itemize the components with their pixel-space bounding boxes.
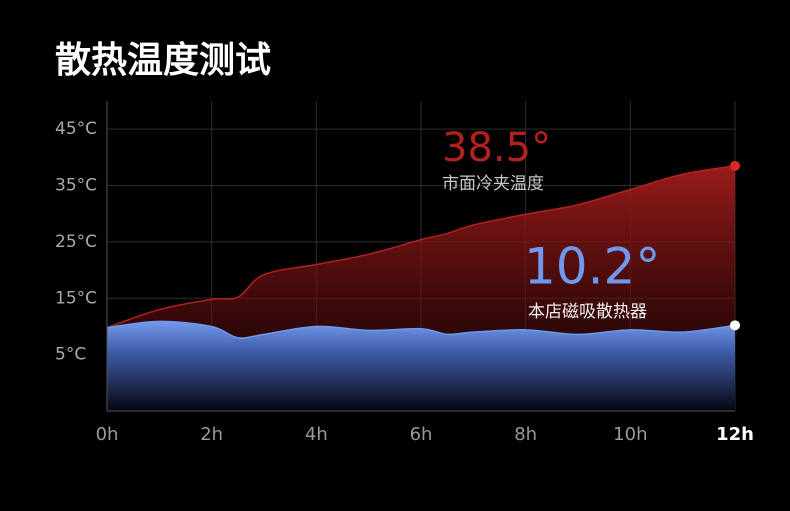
y-tick-label: 15°C — [55, 288, 97, 308]
value-label: 10.2° — [524, 238, 660, 296]
end-dot — [730, 160, 740, 171]
series-label: 市面冷夹温度 — [442, 174, 544, 194]
area — [107, 321, 735, 411]
line — [106, 320, 736, 339]
x-tick-label: 12h — [716, 424, 754, 445]
x-tick-label: 6h — [410, 424, 433, 445]
y-tick-label: 45°C — [55, 119, 97, 139]
series-label: 本店磁吸散热器 — [528, 302, 647, 322]
y-tick-label: 35°C — [55, 176, 97, 196]
x-tick-label: 4h — [305, 424, 328, 445]
line — [106, 165, 736, 329]
x-tick-label: 8h — [514, 424, 537, 445]
value-label: 38.5° — [442, 125, 551, 171]
chart-title: 散热温度测试 — [55, 40, 271, 81]
end-dot — [730, 320, 740, 331]
x-tick-label: 10h — [613, 424, 647, 445]
x-tick-label: 0h — [96, 424, 119, 445]
y-tick-label: 5°C — [55, 345, 86, 365]
x-tick-label: 2h — [200, 424, 223, 445]
y-tick-label: 25°C — [55, 232, 97, 252]
